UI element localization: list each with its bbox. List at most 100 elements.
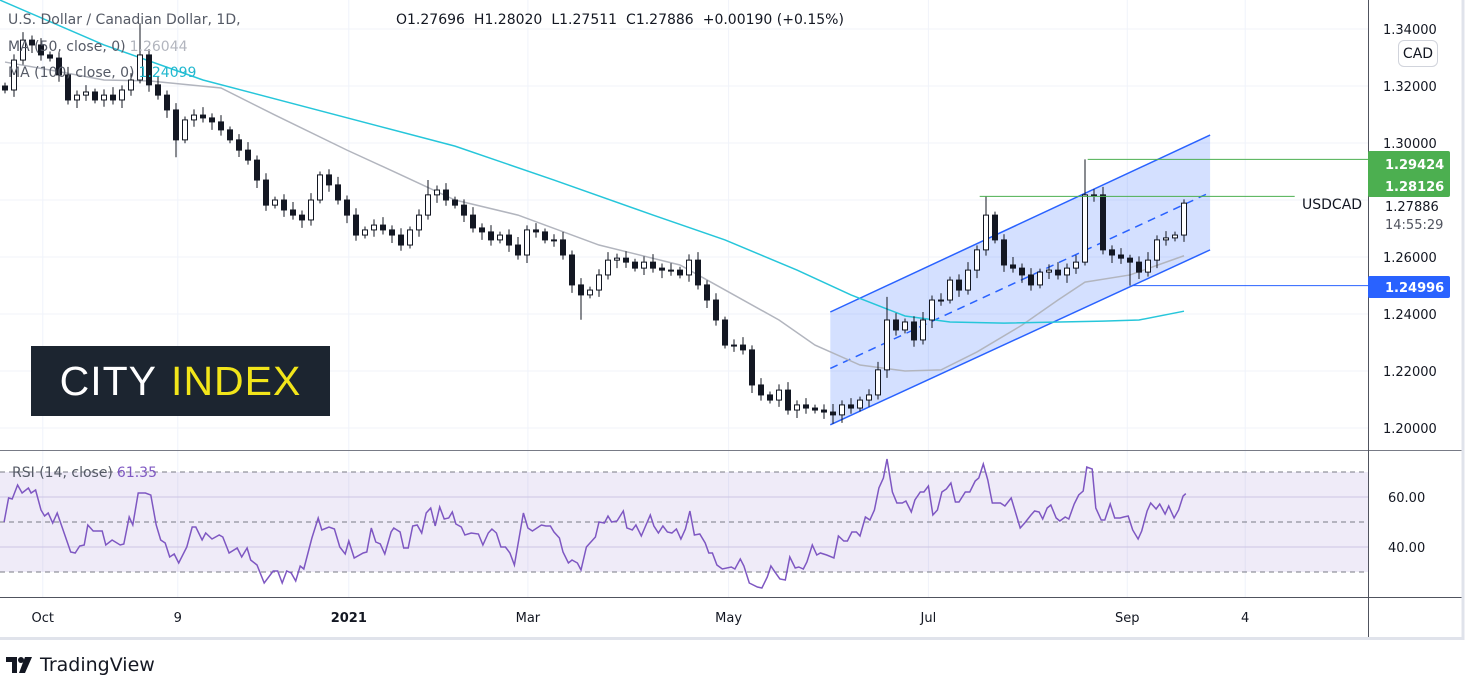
candle-down	[461, 204, 467, 216]
candle-down	[29, 39, 35, 46]
ma50-legend[interactable]: MA (50, close, 0) 1.26044	[8, 39, 192, 55]
candle-down	[335, 184, 341, 201]
candle-down	[353, 214, 359, 236]
ma100-line	[0, 0, 1185, 324]
last-price-label: 1.27886	[1385, 200, 1439, 215]
countdown-label: 14:55:29	[1385, 218, 1443, 233]
candle-down	[578, 284, 584, 296]
candle-up	[641, 261, 647, 269]
candle-down	[1055, 269, 1061, 276]
candle-down	[1127, 257, 1133, 263]
tradingview-branding[interactable]: TradingView	[6, 654, 155, 676]
city-index-logo: CITY INDEX	[31, 346, 330, 416]
candle-down	[713, 299, 719, 321]
candle-up	[668, 269, 674, 272]
candle-up	[317, 174, 323, 201]
candle-down	[209, 117, 215, 123]
candle-up	[1082, 194, 1088, 263]
chart-frame	[0, 0, 1465, 640]
candle-up	[839, 404, 845, 416]
candle-up	[929, 299, 935, 321]
ma100-legend[interactable]: MA (100, close, 0) 1.24099	[8, 65, 200, 81]
ohlc-change: +0.00190 (+0.15%)	[702, 12, 844, 28]
candle-down	[200, 114, 206, 119]
channel-lower-line	[829, 249, 1211, 426]
ma100-label: MA (100, close, 0)	[8, 65, 135, 81]
candle-down	[560, 239, 566, 256]
candle-up	[974, 249, 980, 271]
candle-down	[398, 234, 404, 246]
candle-down	[1100, 194, 1106, 251]
candle-up	[416, 214, 422, 231]
channel-fill	[830, 135, 1211, 425]
candle-down	[767, 394, 773, 401]
time-axis[interactable]: Oct 9 2021 Mar May Jul Sep 4	[32, 611, 1250, 626]
price-label-resistance-high: 1.29424	[1385, 158, 1444, 173]
time-tick: Sep	[1115, 611, 1140, 626]
candle-up	[587, 289, 593, 296]
candle-up	[83, 91, 89, 96]
price-tick: 1.32000	[1383, 80, 1437, 95]
ma100-value: 1.24099	[138, 65, 197, 81]
candle-down	[344, 199, 350, 216]
candle-down	[542, 231, 548, 241]
candle-down	[992, 214, 998, 241]
rsi-value: 61.35	[116, 465, 157, 481]
ma50-value: 1.26044	[129, 39, 188, 55]
candle-up	[137, 54, 143, 81]
candle-up	[551, 239, 557, 242]
candle-down	[155, 84, 161, 96]
candle-down	[749, 349, 755, 386]
candle-down	[470, 214, 476, 229]
price-tick: 1.30000	[1383, 137, 1437, 152]
candle-down	[1118, 254, 1124, 259]
candle-up	[875, 369, 881, 396]
candle-down	[326, 174, 332, 186]
candle-down	[380, 224, 386, 231]
price-tick: 1.22000	[1383, 365, 1437, 380]
candle-down	[911, 321, 917, 341]
ohlc-legend: O1.27696 H1.28020 L1.27511 C1.27886 +0.00190…	[396, 12, 853, 28]
rsi-axis[interactable]: 60.00 40.00	[1388, 491, 1425, 556]
candle-up	[1064, 267, 1070, 276]
parallel-channel[interactable]	[829, 134, 1211, 426]
candle-up	[1037, 271, 1043, 286]
price-chart[interactable]: 1.34000 1.32000 1.30000 1.26000 1.24000 1.220…	[0, 0, 1477, 650]
candle-down	[218, 121, 224, 131]
candle-up	[524, 229, 530, 256]
candle-up	[74, 94, 80, 101]
candle-down	[812, 407, 818, 411]
rsi-series	[3, 458, 1187, 589]
rsi-legend[interactable]: RSI (14, close) 61.35	[12, 465, 161, 481]
candle-down	[758, 384, 764, 396]
candle-down	[227, 129, 233, 141]
candle-down	[632, 261, 638, 269]
horizontal-lines[interactable]	[979, 158, 1368, 287]
rsi-tick: 40.00	[1388, 541, 1425, 556]
candle-up	[965, 269, 971, 291]
candle-down	[1136, 261, 1142, 273]
time-tick: May	[715, 611, 742, 626]
candle-up	[20, 39, 26, 61]
rsi-label: RSI (14, close)	[12, 465, 113, 481]
price-label-blue	[1368, 276, 1450, 298]
time-tick: 9	[174, 611, 182, 626]
candle-up	[596, 274, 602, 291]
candles	[2, 23, 1187, 424]
currency-button[interactable]: CAD	[1398, 40, 1438, 67]
candle-down	[506, 234, 512, 246]
rsi-tick: 60.00	[1388, 491, 1425, 506]
candle-down	[47, 54, 53, 59]
candle-up	[983, 214, 989, 251]
candle-down	[488, 231, 494, 241]
time-tick: 4	[1241, 611, 1249, 626]
candle-up	[947, 279, 953, 301]
candle-up	[902, 321, 908, 331]
symbol-line-label: USDCAD	[1302, 197, 1362, 213]
price-axis[interactable]: 1.34000 1.32000 1.30000 1.26000 1.24000 1.220…	[1383, 23, 1437, 437]
ohlc-high: H1.28020	[473, 12, 543, 28]
symbol-title: U.S. Dollar / Canadian Dollar, 1D,	[8, 12, 241, 28]
ohlc-close: C1.27886	[626, 12, 694, 28]
candle-up	[362, 229, 368, 236]
candle-up	[101, 94, 107, 101]
